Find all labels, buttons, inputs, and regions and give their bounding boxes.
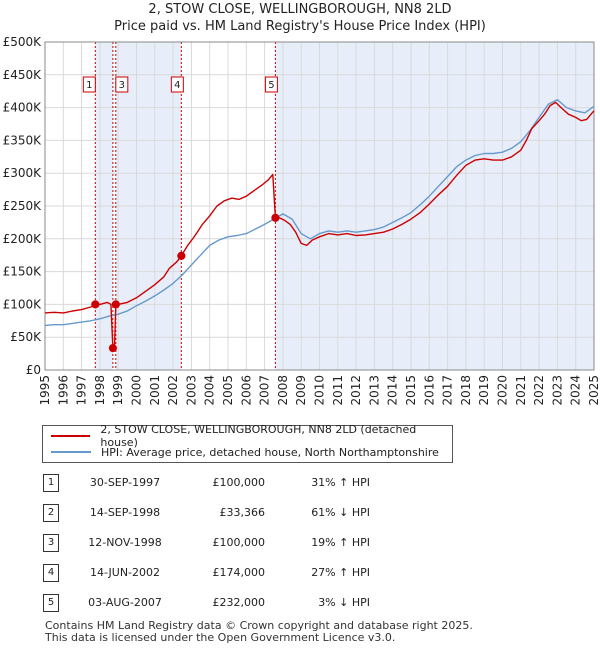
transaction-point — [271, 213, 280, 222]
y-tick-label: £500K — [3, 35, 43, 49]
x-tick-label: 1999 — [111, 375, 125, 406]
transaction-label: 4 — [174, 80, 180, 91]
x-tick-label: 1995 — [38, 375, 52, 406]
x-tick-label: 2017 — [441, 375, 455, 406]
x-tick-label: 2003 — [184, 375, 198, 406]
table-row: 1 30-SEP-1997 £100,000 31% ↑ HPI — [40, 472, 460, 502]
transaction-badge: 1 — [43, 474, 59, 492]
transaction-price: £232,000 — [212, 596, 266, 609]
transaction-hpi-diff: 27% ↑ HPI — [311, 566, 370, 579]
legend-label-property: 2, STOW CLOSE, WELLINGBOROUGH, NN8 2LD (… — [100, 423, 417, 449]
transaction-label: 3 — [119, 80, 125, 91]
series-line-hpi — [44, 99, 595, 327]
x-tick-label: 2015 — [404, 375, 418, 406]
legend-item-hpi: HPI: Average price, detached house, Nort… — [51, 444, 439, 460]
chart-title-address: 2, STOW CLOSE, WELLINGBOROUGH, NN8 2LD — [148, 2, 452, 17]
x-tick-label: 2025 — [587, 375, 600, 406]
transaction-date: 14-SEP-1998 — [89, 506, 161, 519]
x-tick-label: 2009 — [294, 375, 308, 406]
transaction-date: 12-NOV-1998 — [88, 536, 162, 549]
x-tick-label: 2014 — [386, 375, 400, 406]
x-tick-label: 2024 — [569, 375, 583, 406]
transaction-badge: 5 — [43, 594, 59, 612]
table-row: 5 03-AUG-2007 £232,000 3% ↓ HPI — [40, 592, 460, 622]
legend-item-property: 2, STOW CLOSE, WELLINGBOROUGH, NN8 2LD (… — [51, 423, 452, 449]
x-tick-label: 2012 — [349, 375, 363, 406]
x-tick-label: 2016 — [422, 375, 436, 406]
transaction-point — [91, 300, 100, 309]
x-tick-label: 2020 — [496, 375, 510, 406]
footer-line-copyright: Contains HM Land Registry data © Crown c… — [45, 619, 473, 632]
x-tick-label: 2019 — [477, 375, 491, 406]
transaction-label: 1 — [86, 80, 92, 91]
x-tick-label: 1997 — [75, 375, 89, 406]
transaction-hpi-diff: 61% ↓ HPI — [311, 506, 370, 519]
table-row: 3 12-NOV-1998 £100,000 19% ↑ HPI — [40, 532, 460, 562]
transactions-table: 1 30-SEP-1997 £100,000 31% ↑ HPI 2 14-SE… — [40, 472, 460, 622]
price-chart: 1 3 4 5 £0 £50K £100K £150K £200K £250K £300K £350K… — [3, 35, 600, 406]
x-tick-label: 2000 — [130, 375, 144, 406]
transaction-price: £100,000 — [212, 476, 266, 489]
transaction-date: 14-JUN-2002 — [89, 566, 161, 579]
transaction-date: 03-AUG-2007 — [88, 596, 162, 609]
x-tick-label: 1998 — [93, 375, 107, 406]
footer-copyright: Contains HM Land Registry data © Crown c… — [45, 620, 473, 644]
y-tick-label: £350K — [3, 133, 43, 147]
footer-line-licence: This data is licensed under the Open Gov… — [45, 631, 396, 644]
x-tick-label: 2006 — [239, 375, 253, 406]
legend-swatch-property — [51, 435, 91, 437]
x-tick-label: 2018 — [459, 375, 473, 406]
y-tick-label: £300K — [3, 166, 43, 180]
y-tick-label: £200K — [3, 232, 43, 246]
x-tick-label: 2008 — [276, 375, 290, 406]
x-tick-label: 1996 — [56, 375, 70, 406]
x-tick-label: 2001 — [148, 375, 162, 406]
x-tick-label: 2013 — [367, 375, 381, 406]
transaction-price: £174,000 — [212, 566, 266, 579]
x-tick-label: 2011 — [331, 375, 345, 406]
y-tick-label: £100K — [3, 297, 43, 311]
x-tick-label: 2007 — [258, 375, 272, 406]
y-tick-label: £150K — [3, 265, 43, 279]
table-row: 2 14-SEP-1998 £33,366 61% ↓ HPI — [40, 502, 460, 532]
transaction-price: £100,000 — [212, 536, 266, 549]
transaction-price: £33,366 — [219, 506, 266, 519]
x-tick-label: 2004 — [203, 375, 217, 406]
transaction-hpi-diff: 3% ↓ HPI — [318, 596, 370, 609]
x-tick-label: 2002 — [166, 375, 180, 406]
transaction-badge: 2 — [43, 504, 59, 522]
y-tick-label: £400K — [3, 101, 43, 115]
x-tick-label: 2010 — [313, 375, 327, 406]
transaction-hpi-diff: 19% ↑ HPI — [311, 536, 370, 549]
transaction-badge: 3 — [43, 534, 59, 552]
x-tick-label: 2021 — [514, 375, 528, 406]
transaction-badge: 4 — [43, 564, 59, 582]
y-tick-label: £250K — [3, 199, 43, 213]
x-tick-label: 2005 — [221, 375, 235, 406]
x-tick-label: 2023 — [550, 375, 564, 406]
transaction-label-box — [170, 76, 184, 93]
transaction-point — [111, 300, 120, 309]
transaction-point — [177, 251, 186, 260]
legend-label-hpi: HPI: Average price, detached house, Nort… — [101, 445, 439, 459]
y-tick-label: £450K — [3, 68, 43, 82]
table-row: 4 14-JUN-2002 £174,000 27% ↑ HPI — [40, 562, 460, 592]
x-tick-label: 2022 — [532, 375, 546, 406]
chart-title-subtitle: Price paid vs. HM Land Registry's House … — [114, 19, 486, 34]
plot-frame — [44, 41, 595, 371]
transaction-hpi-diff: 31% ↑ HPI — [311, 476, 370, 489]
transaction-label-box — [264, 76, 278, 93]
chart-legend: 2, STOW CLOSE, WELLINGBOROUGH, NN8 2LD (… — [42, 423, 453, 463]
transaction-point — [108, 344, 117, 353]
transaction-label-box — [115, 76, 129, 93]
transaction-label-box — [82, 76, 96, 93]
transaction-label: 5 — [268, 80, 274, 91]
y-tick-label: £0 — [26, 363, 41, 377]
y-tick-label: £50K — [10, 330, 42, 344]
legend-swatch-hpi — [51, 451, 91, 453]
transaction-date: 30-SEP-1997 — [89, 476, 161, 489]
